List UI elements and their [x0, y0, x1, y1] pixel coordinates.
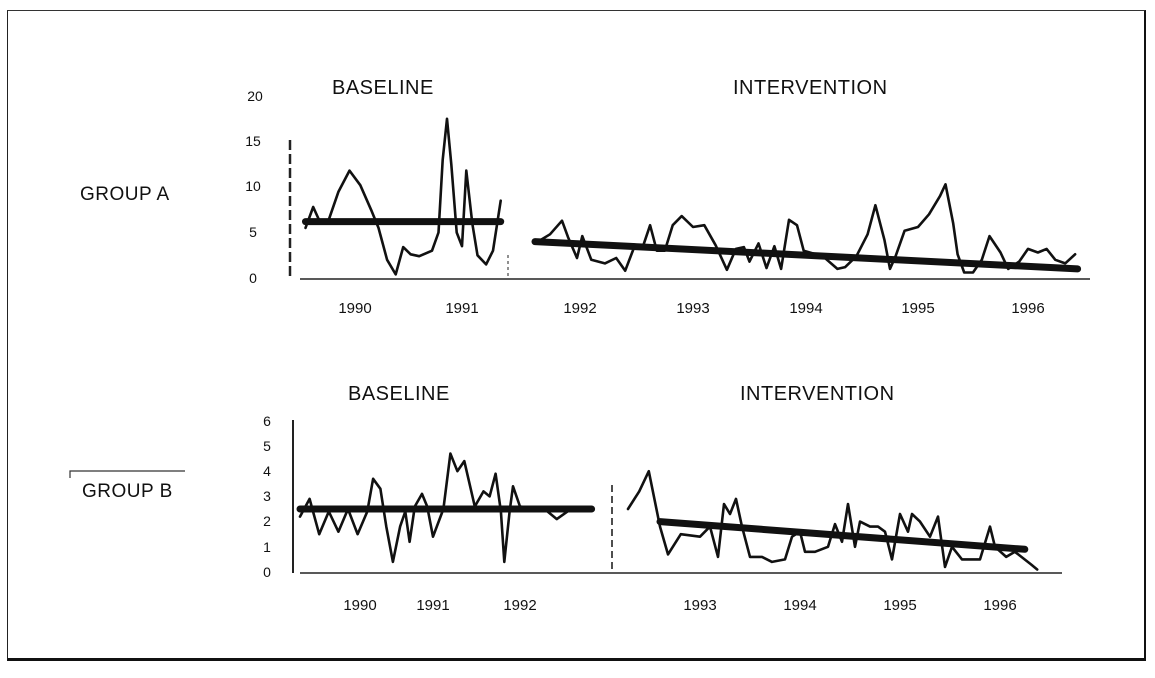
group-b-xtick: 1996 — [983, 597, 1016, 614]
group-b-xtick: 1994 — [783, 597, 816, 614]
group-b-ytick: 2 — [263, 513, 271, 529]
group-b-y-axis: 0 1 2 3 4 5 6 — [263, 413, 294, 580]
group-a-xtick: 1993 — [676, 300, 709, 317]
group-b-x-axis: 1990 1991 1992 1993 1994 1995 1996 — [300, 485, 1062, 614]
group-b-intervention-label: INTERVENTION — [740, 383, 895, 405]
group-a-x-axis: 1990 1991 1992 1993 1994 1995 1996 — [300, 255, 1090, 317]
group-a-baseline-label: BASELINE — [332, 77, 434, 99]
group-a-xtick: 1995 — [901, 300, 934, 317]
group-a-ytick: 10 — [245, 178, 261, 194]
data-line — [533, 183, 1077, 274]
group-b-ytick: 5 — [263, 438, 271, 454]
group-a-intervention-label: INTERVENTION — [733, 77, 888, 99]
group-a-ytick: 15 — [245, 133, 261, 149]
group-a-label: GROUP A — [80, 184, 170, 205]
group-b-ytick: 4 — [263, 463, 271, 479]
group-a-ytick: 0 — [249, 270, 257, 286]
group-b-ytick: 1 — [263, 539, 271, 555]
trend-line — [531, 238, 1082, 273]
group-a-ytick: 5 — [249, 224, 257, 240]
trend-line — [656, 518, 1029, 553]
group-a-xtick: 1990 — [338, 300, 371, 317]
group-a-xtick: 1996 — [1011, 300, 1044, 317]
panel-group-a: GROUP A BASELINE INTERVENTION 0 5 10 15 … — [80, 77, 1090, 317]
data-line — [626, 469, 1039, 571]
group-b-ytick: 0 — [263, 564, 271, 580]
group-b-series — [296, 452, 1039, 571]
group-a-y-axis: 0 5 10 15 20 — [245, 88, 292, 286]
group-a-ytick: 20 — [247, 88, 263, 104]
group-b-baseline-label: BASELINE — [348, 383, 450, 405]
group-b-xtick: 1990 — [343, 597, 376, 614]
figure-frame — [7, 10, 1146, 661]
panel-group-b: GROUP B BASELINE INTERVENTION 0 1 2 3 4 … — [69, 383, 1062, 614]
group-b-xtick: 1993 — [683, 597, 716, 614]
group-a-xtick: 1994 — [789, 300, 822, 317]
group-b-ytick: 6 — [263, 413, 271, 429]
group-a-xtick: 1992 — [563, 300, 596, 317]
group-b-xtick: 1995 — [883, 597, 916, 614]
group-a-series — [302, 117, 1082, 276]
group-b-label: GROUP B — [82, 481, 173, 502]
group-a-xtick: 1991 — [445, 300, 478, 317]
group-b-xtick: 1991 — [416, 597, 449, 614]
group-b-xtick: 1992 — [503, 597, 536, 614]
group-b-ytick: 3 — [263, 488, 271, 504]
data-line — [304, 117, 503, 276]
